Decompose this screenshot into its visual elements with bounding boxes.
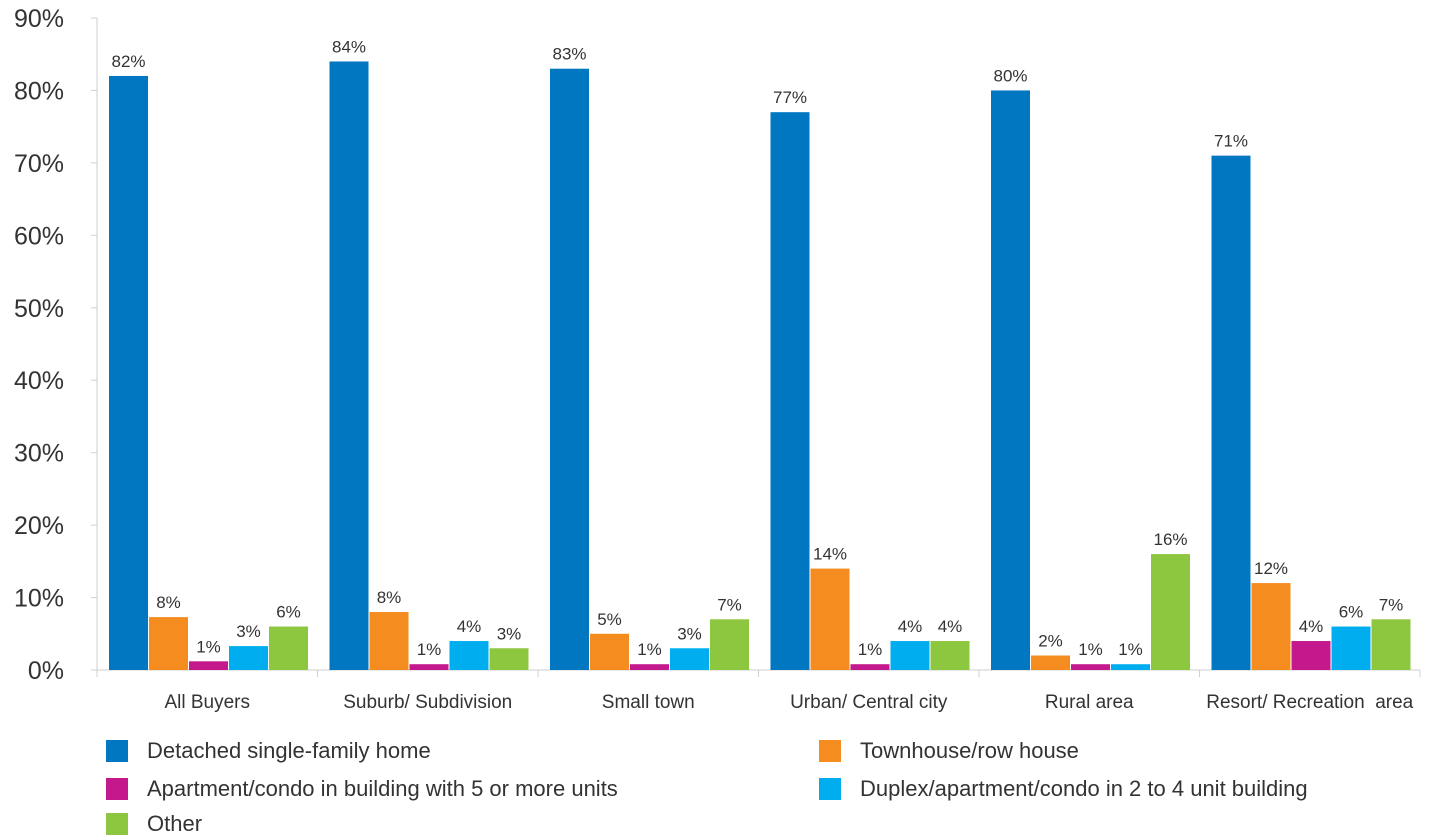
bar <box>1071 664 1110 670</box>
bar <box>1371 619 1411 670</box>
bar <box>890 641 930 670</box>
bar <box>1291 641 1331 670</box>
data-label: 7% <box>1379 595 1404 614</box>
bar <box>1111 664 1150 670</box>
data-label: 84% <box>332 37 366 56</box>
bar <box>369 612 409 670</box>
bar <box>710 619 749 670</box>
data-label: 1% <box>417 640 442 659</box>
bar <box>229 646 268 670</box>
y-tick-label: 20% <box>14 512 64 540</box>
data-label: 80% <box>993 66 1027 85</box>
y-tick-label: 60% <box>14 222 64 250</box>
bar <box>550 68 589 670</box>
data-label: 83% <box>552 45 586 64</box>
data-label: 3% <box>497 624 522 643</box>
bar <box>670 648 709 670</box>
x-tick-label: Rural area <box>1045 692 1134 713</box>
bar <box>930 641 970 670</box>
y-tick-label: 80% <box>14 77 64 105</box>
y-tick-label: 50% <box>14 295 64 323</box>
data-label: 8% <box>377 588 402 607</box>
bar <box>770 112 810 670</box>
data-label: 71% <box>1214 132 1248 151</box>
y-tick-label: 10% <box>14 585 64 613</box>
data-label: 1% <box>1078 640 1103 659</box>
bar <box>489 648 529 670</box>
bar <box>329 61 369 670</box>
x-axis: All Buyers Suburb/ Subdivision Small town U… <box>96 669 1421 713</box>
bar <box>109 75 148 670</box>
y-tick-label: 0% <box>28 657 64 685</box>
data-label: 3% <box>236 622 261 641</box>
bars-group <box>109 61 1411 671</box>
bar <box>409 664 449 670</box>
data-label: 1% <box>858 640 883 659</box>
x-tick-label: Small town <box>602 692 695 713</box>
data-label: 6% <box>1339 603 1364 622</box>
data-label: 3% <box>677 624 702 643</box>
bar <box>189 661 228 670</box>
data-label: 4% <box>898 617 923 636</box>
y-tick-label: 70% <box>14 150 64 178</box>
bar <box>810 568 850 670</box>
bar <box>1151 554 1190 670</box>
x-tick-label: Urban/ Central city <box>790 692 948 713</box>
bar <box>1331 626 1371 670</box>
bar <box>449 641 489 670</box>
data-label: 1% <box>1118 640 1143 659</box>
data-label: 16% <box>1153 530 1187 549</box>
bar <box>1031 655 1070 670</box>
bar <box>850 664 890 670</box>
data-label: 12% <box>1254 559 1288 578</box>
data-label: 8% <box>156 593 181 612</box>
data-label: 14% <box>813 545 847 564</box>
bar <box>269 626 308 670</box>
data-label: 77% <box>773 88 807 107</box>
data-label: 2% <box>1038 632 1063 651</box>
x-tick-label: Suburb/ Subdivision <box>343 692 512 713</box>
data-label: 5% <box>597 610 622 629</box>
data-label: 4% <box>1299 617 1324 636</box>
bar <box>991 90 1030 670</box>
bar <box>149 617 188 670</box>
data-label: 1% <box>637 640 662 659</box>
data-label: 82% <box>111 52 145 71</box>
data-label: 7% <box>717 595 742 614</box>
bar <box>590 633 629 670</box>
y-tick-label: 90% <box>14 5 64 33</box>
data-label: 1% <box>196 637 221 656</box>
y-tick-label: 30% <box>14 440 64 468</box>
x-tick-label: Resort/ Recreation area <box>1206 692 1413 713</box>
bar <box>630 664 669 670</box>
bar <box>1251 583 1291 670</box>
bar <box>1211 155 1251 671</box>
y-axis: 0% 10% 20% 30% 40% 50% 60% 70% 80% 90% <box>14 5 98 685</box>
data-label: 6% <box>276 603 301 622</box>
data-label: 4% <box>457 617 482 636</box>
data-label: 4% <box>938 617 963 636</box>
y-tick-label: 40% <box>14 367 64 395</box>
x-tick-label: All Buyers <box>164 692 250 713</box>
data-labels-group: 82% 8% 1% 3% 6% 84% 8% 1% 4% 3% 83% 5% 1% 3% 7% 77% 14% 1… <box>111 37 1403 659</box>
